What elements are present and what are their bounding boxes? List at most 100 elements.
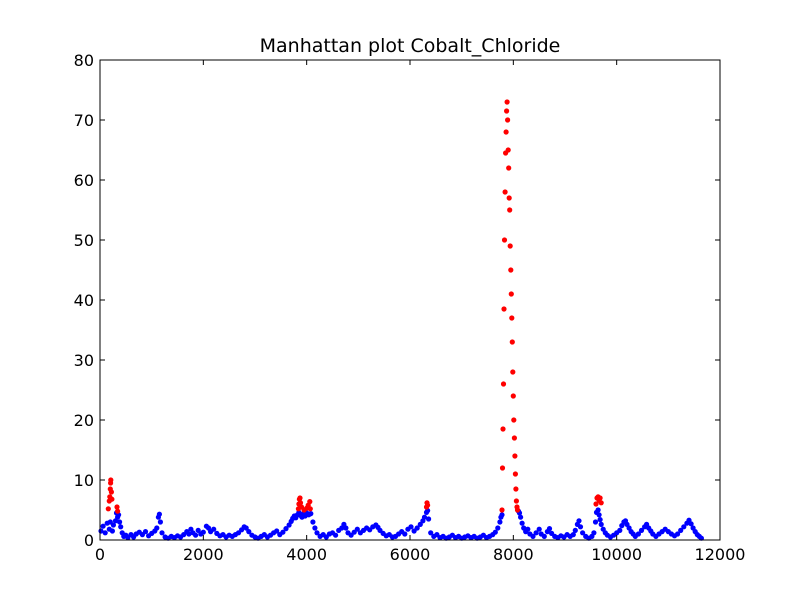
y-tick-label: 20	[74, 411, 94, 430]
data-point	[109, 528, 115, 534]
data-point	[509, 339, 515, 345]
data-point	[501, 306, 507, 312]
data-point	[312, 525, 318, 531]
data-point	[598, 521, 604, 528]
y-tick-label: 40	[74, 291, 94, 310]
data-point	[501, 237, 508, 243]
data-point	[502, 189, 508, 195]
data-point	[505, 147, 511, 153]
data-point	[577, 524, 584, 530]
y-tick-label: 80	[74, 51, 94, 70]
data-point	[156, 511, 162, 517]
x-tick-label: 12000	[695, 545, 746, 564]
data-point	[100, 523, 106, 529]
y-tick-label: 70	[74, 111, 94, 130]
data-point	[310, 519, 316, 525]
data-point	[514, 507, 521, 513]
x-tick-label: 10000	[591, 545, 642, 564]
data-point	[511, 417, 517, 423]
data-point	[280, 529, 286, 535]
data-point	[510, 393, 516, 399]
y-tick-label: 50	[74, 231, 94, 250]
data-point	[421, 514, 428, 520]
data-point	[246, 529, 252, 535]
data-point	[530, 533, 536, 540]
data-point	[343, 525, 349, 531]
data-point	[142, 529, 149, 535]
data-point	[499, 512, 505, 518]
data-point	[314, 530, 320, 536]
data-point	[592, 519, 599, 525]
plot-area-frame	[99, 59, 721, 541]
data-point	[519, 520, 525, 526]
data-point	[408, 524, 414, 530]
data-point	[681, 524, 687, 530]
data-point	[518, 514, 524, 520]
data-point	[417, 521, 423, 528]
data-point	[154, 525, 160, 531]
data-point	[688, 521, 694, 527]
data-point	[638, 527, 645, 534]
data-point	[274, 528, 280, 534]
data-point	[308, 510, 314, 517]
data-point	[159, 530, 165, 536]
y-tick-label: 10	[74, 471, 94, 490]
data-point	[499, 507, 505, 513]
data-point	[186, 531, 192, 537]
data-point	[354, 526, 360, 532]
x-tick-label: 4000	[286, 545, 327, 564]
axes: 0 2000 4000 6000 8000 10000 12000 0 10 20 30 40 50 60…	[74, 51, 746, 564]
data-point	[509, 315, 515, 321]
data-point	[504, 108, 510, 114]
data-point	[108, 489, 114, 495]
data-point	[617, 527, 623, 534]
data-point	[572, 527, 578, 534]
data-point	[425, 502, 431, 508]
data-point	[508, 267, 514, 273]
data-point	[512, 453, 518, 459]
data-point	[105, 506, 111, 512]
data-point	[500, 426, 506, 432]
x-tick-label: 0	[95, 545, 105, 564]
data-point	[500, 381, 507, 387]
data-point	[102, 530, 108, 536]
data-point	[495, 525, 501, 531]
data-point	[525, 526, 531, 532]
chart-title: Manhattan plot Cobalt_Chloride	[260, 35, 561, 57]
data-point	[503, 129, 509, 135]
data-point	[195, 527, 201, 534]
data-point	[536, 526, 542, 532]
data-point	[506, 195, 512, 201]
data-point	[591, 530, 597, 536]
data-point	[576, 518, 582, 524]
data-point	[426, 516, 432, 522]
y-tick-label: 30	[74, 351, 94, 370]
data-point	[504, 99, 510, 105]
data-point	[497, 519, 503, 525]
data-point	[533, 530, 539, 536]
data-point	[109, 496, 115, 502]
data-point	[307, 506, 313, 512]
x-tick-label: 2000	[183, 545, 224, 564]
data-point	[570, 532, 576, 538]
data-point	[200, 529, 206, 535]
data-point	[595, 507, 601, 513]
data-points	[98, 99, 705, 541]
data-point	[333, 532, 339, 538]
data-point	[580, 530, 586, 536]
data-point	[117, 519, 123, 525]
data-point	[510, 369, 516, 375]
data-point	[511, 435, 517, 441]
data-point	[513, 498, 520, 504]
data-point	[596, 512, 602, 518]
data-point	[402, 531, 408, 537]
data-point	[635, 531, 642, 537]
data-point	[506, 165, 512, 171]
data-point	[499, 465, 506, 471]
data-point	[115, 508, 121, 514]
y-tick-label: 60	[74, 171, 94, 190]
data-point	[193, 532, 199, 538]
data-point	[492, 529, 498, 535]
data-point	[507, 207, 513, 213]
